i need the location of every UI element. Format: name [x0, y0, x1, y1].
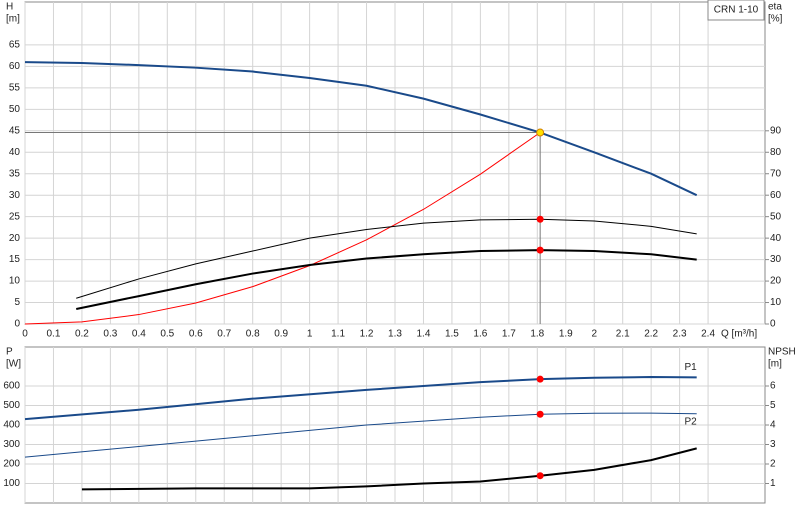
y-tick-label: 25 [9, 211, 21, 222]
y2-tick-label: 5 [770, 400, 776, 411]
y2-tick-label: 30 [770, 254, 782, 265]
y2-tick-label: 1 [770, 478, 776, 489]
y2-tick-label: 6 [770, 381, 776, 392]
y-tick-label: 10 [9, 276, 21, 287]
y-axis-label: P [6, 347, 13, 358]
y2-tick-label: 4 [770, 420, 776, 431]
y-tick-label: 20 [9, 233, 21, 244]
curve [24, 376, 697, 421]
y2-tick-label: 40 [770, 233, 782, 244]
x-tick-label: 2.1 [616, 329, 630, 340]
y-tick-label: 50 [9, 104, 21, 115]
x-axis-label: Q [m³/h] [721, 329, 757, 340]
y-tick-label: 5 [14, 297, 20, 308]
x-tick-label: 1.3 [388, 329, 402, 340]
y-axis-unit: [W] [6, 359, 21, 370]
x-tick-label: 1.8 [530, 329, 544, 340]
y-tick-label: 0 [14, 319, 20, 330]
x-tick-label: 0.1 [47, 329, 61, 340]
y2-tick-label: 2 [770, 459, 776, 470]
y2-axis-label: eta [768, 2, 782, 13]
y-tick-label: 15 [9, 254, 21, 265]
curve [24, 132, 541, 325]
duty-point [536, 128, 545, 137]
y-tick-label: 65 [9, 40, 21, 51]
x-tick-label: 1.4 [417, 329, 431, 340]
curve [24, 412, 697, 458]
x-tick-label: 0.3 [103, 329, 117, 340]
curve-label: P2 [684, 416, 697, 427]
x-tick-label: 1.2 [360, 329, 374, 340]
x-tick-label: 0.4 [132, 329, 146, 340]
y2-tick-label: 20 [770, 276, 782, 287]
y2-tick-label: 90 [770, 125, 782, 136]
x-tick-label: 2 [591, 329, 597, 340]
x-tick-label: 2.3 [673, 329, 687, 340]
y-tick-label: 45 [9, 125, 21, 136]
x-tick-label: 1.5 [445, 329, 459, 340]
curve [24, 61, 698, 197]
x-tick-label: 2.2 [644, 329, 658, 340]
y-tick-label: 40 [9, 147, 21, 158]
curve-label: P1 [684, 362, 697, 373]
curve [81, 447, 697, 491]
title: CRN 1-10 [714, 5, 759, 16]
y-tick-label: 300 [3, 439, 20, 450]
y2-tick-label: 60 [770, 190, 782, 201]
y-tick-label: 400 [3, 420, 20, 431]
y-tick-label: 500 [3, 400, 20, 411]
y2-tick-label: 50 [770, 211, 782, 222]
y-axis-label: H [6, 2, 13, 13]
x-tick-label: 2.4 [701, 329, 715, 340]
x-tick-label: 0.8 [246, 329, 260, 340]
y-axis-unit: [m] [6, 14, 20, 25]
y-tick-label: 30 [9, 190, 21, 201]
duty-point [536, 215, 544, 223]
y-tick-label: 55 [9, 83, 21, 94]
x-tick-label: 0 [22, 329, 28, 340]
y-tick-label: 600 [3, 381, 20, 392]
y-tick-label: 100 [3, 478, 20, 489]
x-tick-label: 0.7 [217, 329, 231, 340]
x-tick-label: 0.6 [189, 329, 203, 340]
x-tick-label: 1.9 [559, 329, 573, 340]
x-tick-label: 1.7 [502, 329, 516, 340]
y-tick-label: 35 [9, 168, 21, 179]
title-box [707, 0, 765, 21]
y2-tick-label: 10 [770, 297, 782, 308]
duty-point [536, 246, 544, 254]
x-tick-label: 0.2 [75, 329, 89, 340]
curve [76, 218, 697, 299]
y-tick-label: 60 [9, 61, 21, 72]
x-tick-label: 1 [307, 329, 313, 340]
x-tick-label: 1.1 [331, 329, 345, 340]
y2-axis-unit: [%] [768, 14, 783, 25]
duty-point [536, 472, 544, 480]
y2-tick-label: 70 [770, 168, 782, 179]
y-tick-label: 200 [3, 459, 20, 470]
y2-tick-label: 0 [770, 319, 776, 330]
duty-point [536, 410, 544, 418]
x-tick-label: 0.5 [160, 329, 174, 340]
y2-tick-label: 3 [770, 439, 776, 450]
y2-axis-label: NPSH [768, 347, 796, 358]
y2-tick-label: 80 [770, 147, 782, 158]
y2-axis-unit: [m] [768, 359, 782, 370]
x-tick-label: 0.9 [274, 329, 288, 340]
x-tick-label: 1.6 [473, 329, 487, 340]
curve [76, 249, 697, 310]
duty-point [536, 375, 544, 383]
